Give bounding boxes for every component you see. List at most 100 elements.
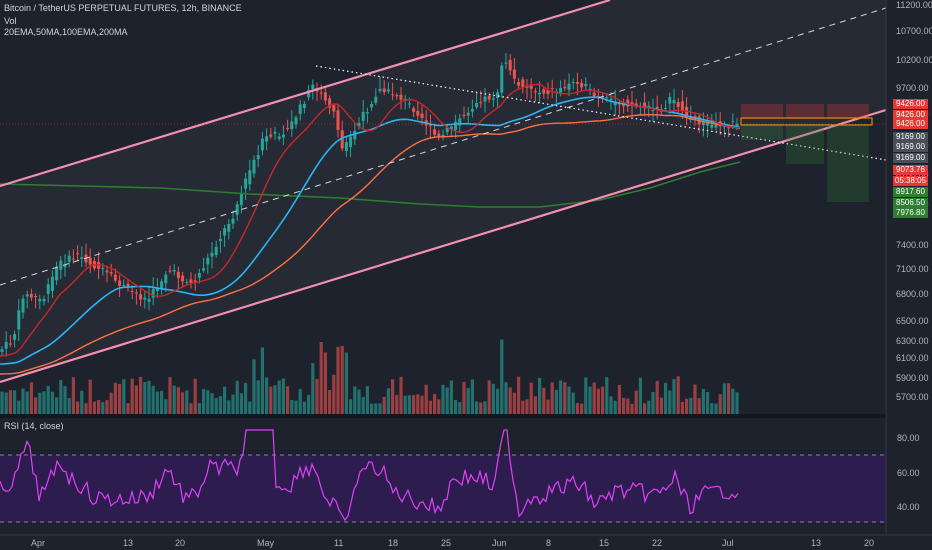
volume-bar (4, 392, 8, 414)
rsi-tick-label: 40.00 (897, 502, 920, 512)
candle-body (538, 92, 542, 95)
candle-body (559, 88, 563, 93)
candle-body (668, 97, 672, 104)
candle-body (521, 79, 525, 88)
candle-body (311, 84, 315, 90)
volume-bar (332, 374, 336, 414)
candle-body (332, 105, 336, 112)
channel-fill (0, 0, 886, 382)
volume-bar (718, 394, 722, 414)
candle-body (126, 283, 130, 287)
rsi-tick-label: 80.00 (897, 433, 920, 443)
volume-bar (34, 397, 38, 414)
candle-body (298, 104, 302, 114)
candle-body (613, 101, 617, 106)
volume-bar (59, 379, 63, 414)
price-tag: 9169.00 (893, 132, 928, 142)
time-tick-label: May (257, 538, 275, 548)
candle-body (504, 62, 508, 64)
volume-bar (302, 401, 306, 414)
candle-body (210, 252, 214, 257)
volume-bar (290, 399, 294, 414)
candle-body (336, 110, 340, 130)
candle-body (550, 88, 554, 90)
candle-body (370, 103, 374, 108)
volume-bar (130, 378, 134, 414)
volume-bar (361, 397, 365, 414)
candle-body (139, 294, 143, 300)
volume-bar (63, 386, 67, 414)
volume-bar (542, 387, 546, 414)
price-tick-label: 10700.00 (896, 26, 932, 36)
price-tick-label: 7400.00 (896, 240, 929, 250)
volume-bar (189, 403, 193, 414)
price-tag: 9426.00 (893, 110, 928, 120)
volume-bar (391, 379, 395, 414)
candle-body (235, 204, 239, 215)
volume-bar (315, 378, 319, 414)
volume-bar (97, 399, 101, 414)
candle-body (50, 276, 54, 292)
candle-body (420, 113, 424, 119)
volume-bar (113, 382, 117, 414)
candle-body (588, 88, 592, 91)
volume-bar (210, 393, 214, 414)
volume-bar (273, 385, 277, 414)
volume-bar (307, 394, 311, 414)
volume-bar (580, 403, 584, 414)
candle-body (349, 136, 353, 147)
volume-bar (244, 382, 248, 414)
time-tick-label: 11 (334, 538, 344, 548)
volume-bar (407, 395, 411, 414)
candle-body (88, 257, 92, 265)
volume-bar (559, 380, 563, 414)
volume-bar (449, 380, 453, 414)
candle-body (340, 130, 344, 149)
price-tick-label: 7100.00 (896, 264, 929, 274)
volume-bar (29, 382, 33, 414)
volume-bar (500, 339, 504, 414)
candle-body (664, 107, 668, 109)
volume-bar (84, 403, 88, 414)
volume-bar (80, 390, 84, 414)
volume-bar (571, 392, 575, 414)
candle-body (433, 129, 437, 135)
candle-body (256, 155, 260, 160)
volume-bar (248, 401, 252, 414)
candle-body (206, 257, 210, 265)
candle-body (286, 127, 290, 129)
candle-body (365, 112, 369, 114)
volume-bar (458, 402, 462, 414)
price-tag: 8917.60 (893, 187, 928, 197)
ema20-line (0, 83, 741, 357)
volume-bar (109, 392, 113, 414)
price-tick-label: 6500.00 (896, 316, 929, 326)
volume-bar (533, 396, 537, 414)
price-tick-label: 6100.00 (896, 353, 929, 363)
volume-bar (71, 377, 75, 414)
time-tick-label: 13 (123, 538, 134, 548)
volume-bar (697, 398, 701, 414)
volume-bar (575, 403, 579, 414)
candle-body (374, 96, 378, 103)
volume-bar (214, 398, 218, 414)
target-zone-1 (741, 124, 783, 140)
volume-bar (437, 399, 441, 414)
target-zone-2 (786, 124, 824, 164)
rsi-line (0, 429, 739, 522)
candle-body (223, 228, 227, 236)
candle-body (113, 274, 117, 281)
time-tick-label: Apr (31, 538, 46, 548)
volume-bar (134, 385, 138, 414)
price-tag: 9426.00 (893, 119, 928, 129)
volume-bar (256, 380, 260, 414)
price-tick-label: 5700.00 (896, 392, 929, 402)
entry-box (740, 117, 873, 126)
volume-label: Vol (4, 16, 17, 26)
volume-bar (634, 390, 638, 414)
candle-body (34, 295, 38, 297)
candle-body (277, 136, 281, 139)
volume-bar (613, 400, 617, 414)
candle-body (118, 280, 122, 286)
